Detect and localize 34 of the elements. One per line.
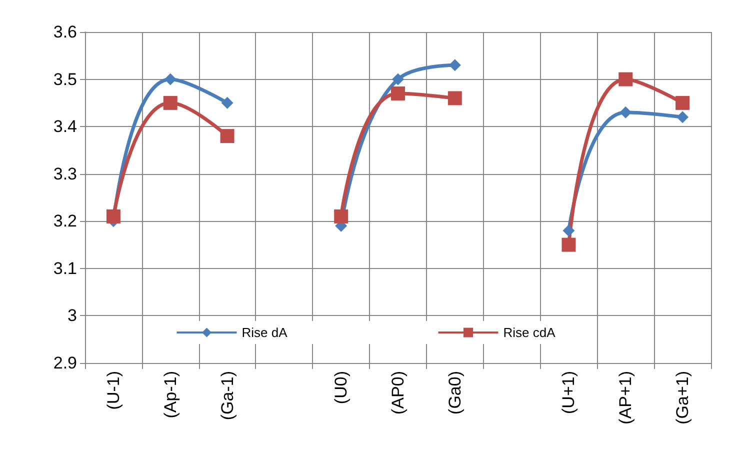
x-tick-label: (AP+1) xyxy=(616,371,636,424)
x-tick-label: (U0) xyxy=(332,371,351,404)
legend-label: Rise dA xyxy=(242,325,288,340)
point xyxy=(106,209,120,224)
point xyxy=(676,111,689,124)
point xyxy=(221,96,234,109)
x-tick-label: (U+1) xyxy=(559,371,578,414)
point xyxy=(164,73,176,86)
y-tick-label: 2.9 xyxy=(53,354,77,372)
point xyxy=(620,106,632,118)
x-tick-label: (Ga0) xyxy=(445,371,464,414)
y-tick-label: 3.4 xyxy=(53,117,77,136)
y-tick-label: 3.3 xyxy=(53,164,77,184)
point xyxy=(334,209,348,224)
point xyxy=(562,224,575,237)
y-tick-label: 3.2 xyxy=(53,212,77,231)
point xyxy=(448,91,462,106)
x-tick-label: (Ga+1) xyxy=(673,371,692,424)
x-tick-label: (U-1) xyxy=(104,371,123,410)
x-tick-label: (Ga-1) xyxy=(218,371,237,420)
point xyxy=(220,129,234,144)
point xyxy=(392,73,404,86)
x-tick-label: (Ap-1) xyxy=(160,371,180,418)
legend-label: Rise cdA xyxy=(503,325,556,340)
point xyxy=(391,86,405,100)
point xyxy=(618,72,633,86)
y-tick-label: 3.1 xyxy=(53,258,77,278)
y-tick-label: 3.5 xyxy=(53,70,77,89)
point xyxy=(562,238,576,252)
point xyxy=(163,96,178,110)
y-tick-label: 3 xyxy=(68,306,77,326)
point xyxy=(676,96,690,110)
y-tick-label: 3.6 xyxy=(53,22,77,42)
x-tick-label: (AP0) xyxy=(388,371,408,414)
